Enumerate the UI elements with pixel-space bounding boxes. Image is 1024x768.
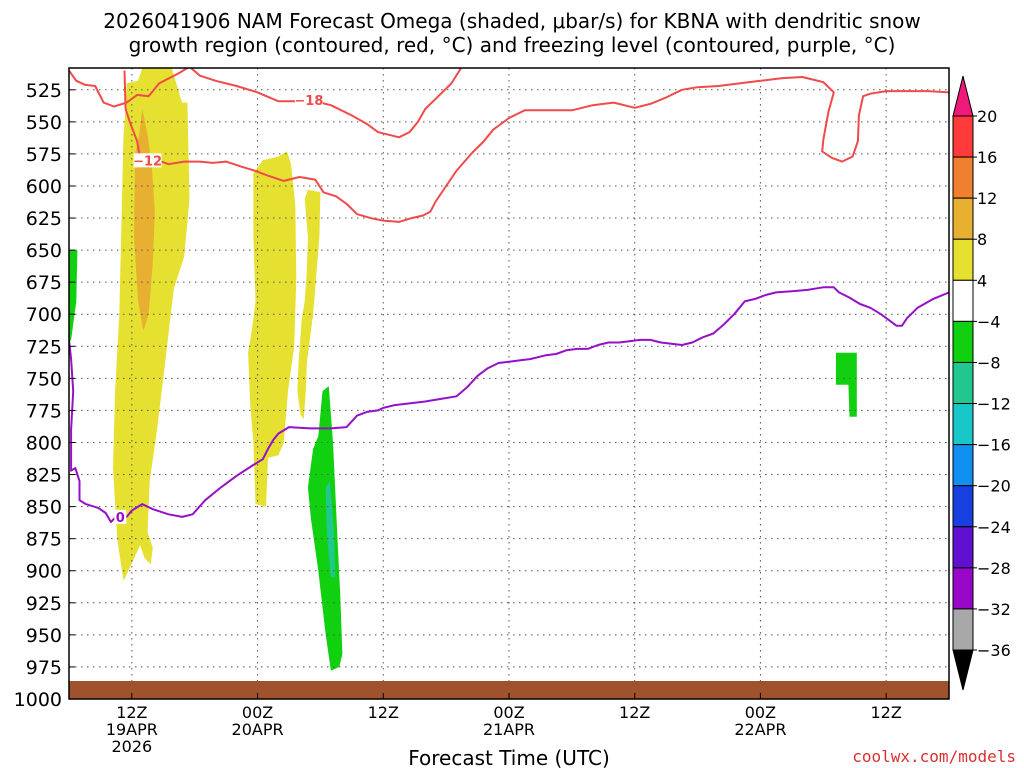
x-tick-label: 12Z <box>368 703 399 722</box>
y-tick-label: 1000 <box>14 689 62 711</box>
y-tick-label: 550 <box>26 112 62 134</box>
omega-region-1 <box>248 151 297 507</box>
y-tick-label: 625 <box>26 208 62 230</box>
contour-label: −12 <box>133 154 162 169</box>
y-tick-label: 925 <box>26 593 62 615</box>
colorbar-swatch <box>952 567 974 610</box>
colorbar-label: −24 <box>977 518 1011 537</box>
plot-area <box>69 68 949 699</box>
terrain-ground <box>69 681 949 699</box>
colorbar-swatch <box>952 361 974 405</box>
x-tick-label: 2026 <box>111 737 152 756</box>
colorbar-label: 16 <box>977 148 997 167</box>
contour-label-bg <box>294 93 323 108</box>
x-tick-label: 22APR <box>734 720 786 739</box>
colorbar-label: −8 <box>977 353 1001 372</box>
y-tick-label: 675 <box>26 272 62 294</box>
x-tick-label: 12Z <box>870 703 901 722</box>
omega-region-2 <box>297 189 321 420</box>
y-tick-label: 950 <box>26 625 62 647</box>
y-axis: 525 550 575 600 625 650 675 700 725 750 775 800 825 8… <box>14 80 75 711</box>
contour-line-1 <box>123 70 949 223</box>
x-tick-label: 00Z <box>493 703 524 722</box>
colorbar-top-arrow <box>952 75 974 117</box>
contour-line-0 <box>69 68 463 139</box>
x-tick-label: 00Z <box>745 703 776 722</box>
chart-title-line-1: 2026041906 NAM Forecast Omega (shaded, μ… <box>103 9 921 33</box>
y-tick-label: 875 <box>26 529 62 551</box>
omega-region-6 <box>835 352 857 417</box>
y-tick-label: 650 <box>26 240 62 262</box>
chart-title-line-2: growth region (contoured, red, °C) and f… <box>129 33 896 57</box>
x-tick-label: 12Z <box>619 703 650 722</box>
omega-region-7 <box>325 481 336 578</box>
colorbar-swatch <box>952 115 974 158</box>
colorbar-label: −36 <box>977 641 1011 660</box>
y-tick-label: 525 <box>26 80 62 102</box>
y-tick-label: 900 <box>26 561 62 583</box>
x-tick-label: 00Z <box>242 703 273 722</box>
x-tick-label: 19APR <box>106 720 158 739</box>
contour-label-bg <box>133 153 162 168</box>
colorbar-swatch <box>952 608 974 651</box>
y-tick-label: 975 <box>26 657 62 679</box>
y-tick-label: 800 <box>26 432 62 454</box>
y-tick-label: 600 <box>26 176 62 198</box>
x-tick-label: 12Z <box>116 703 147 722</box>
colorbar-label: −12 <box>977 395 1011 414</box>
omega-region-5 <box>307 386 343 671</box>
colorbar-label: −28 <box>977 559 1011 578</box>
y-tick-label: 725 <box>26 336 62 358</box>
y-tick-label: 700 <box>26 304 62 326</box>
colorbar-swatch <box>952 197 974 240</box>
colorbar-label: 4 <box>977 271 987 290</box>
colorbar-swatch <box>952 238 974 281</box>
colorbar-swatch <box>952 444 974 487</box>
y-tick-label: 775 <box>26 400 62 422</box>
omega-region-4 <box>69 250 78 343</box>
colorbar-label: −20 <box>977 477 1011 496</box>
contour-label-bg <box>114 509 127 524</box>
y-tick-label: 825 <box>26 465 62 487</box>
colorbar-swatch <box>952 485 974 528</box>
grid-lines <box>69 68 949 699</box>
colorbar-swatch <box>952 526 974 569</box>
site-credit[interactable]: coolwx.com/models <box>852 747 1016 766</box>
y-tick-label: 750 <box>26 368 62 390</box>
colorbar-label: −16 <box>977 436 1011 455</box>
y-tick-label: 575 <box>26 144 62 166</box>
colorbar-label: −32 <box>977 600 1011 619</box>
colorbar-swatch <box>952 156 974 199</box>
contour-label: −18 <box>294 94 323 109</box>
x-tick-label: 20APR <box>232 720 284 739</box>
colorbar: 20 16 12 8 4 −4 −8 −12 −16 −20 −24 −28 −32 −36 <box>952 75 1011 691</box>
colorbar-swatch <box>952 403 974 446</box>
y-tick-label: 850 <box>26 497 62 519</box>
colorbar-label: 8 <box>977 230 987 249</box>
contour-lines: −18 −12 0 <box>69 68 949 526</box>
colorbar-label: 12 <box>977 189 997 208</box>
contour-label: 0 <box>116 511 125 526</box>
x-axis-label: Forecast Time (UTC) <box>408 746 610 768</box>
contour-line-2 <box>69 286 949 523</box>
x-tick-label: 21APR <box>483 720 535 739</box>
colorbar-bottom-arrow <box>952 649 974 691</box>
colorbar-swatch <box>952 279 974 322</box>
colorbar-label: 20 <box>977 107 997 126</box>
colorbar-swatch <box>952 320 974 363</box>
colorbar-label: −4 <box>977 312 1001 331</box>
